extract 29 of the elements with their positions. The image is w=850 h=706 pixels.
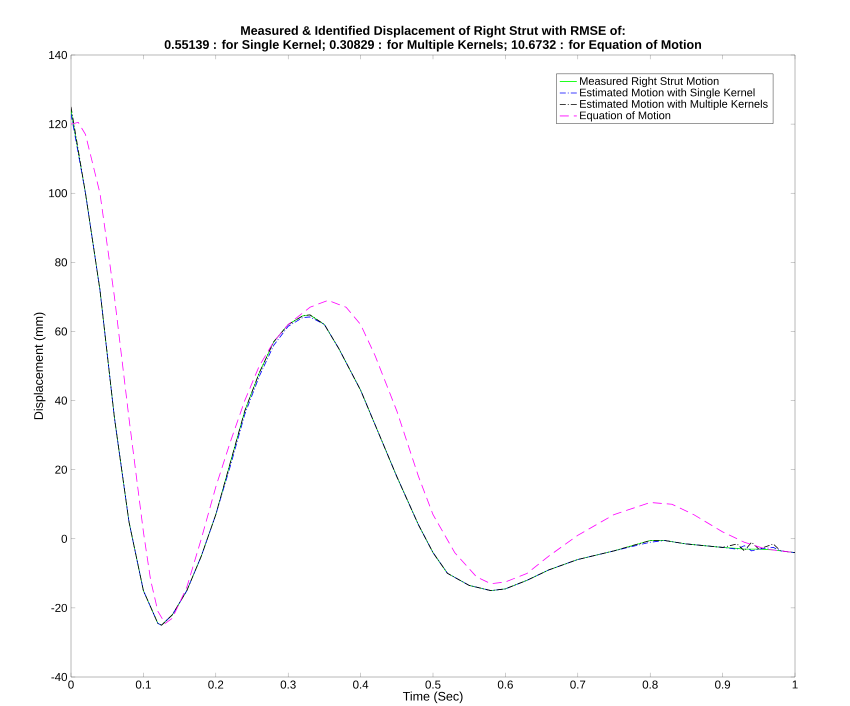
y-tick-label: 20 [55, 465, 68, 474]
y-tick-label: -40 [51, 672, 68, 681]
y-axis-title: Displacement (mm) [34, 312, 46, 419]
legend-label: Estimated Motion with Single Kernel [580, 88, 755, 98]
x-tick-label: 0.8 [642, 680, 658, 688]
y-tick-label: 140 [49, 50, 68, 59]
chart-title: Measured & Identified Displacement of Right Strut with RMSE of: [241, 26, 625, 38]
chart-subtitle: 0.55139 : for Single Kernel; 0.30829 : for Multiple Kernels; 10.6732 : for Equation of Motion [164, 40, 702, 52]
y-tick-label: 0 [62, 534, 68, 543]
legend-label: Equation of Motion [580, 110, 670, 122]
x-tick-label: 0.1 [136, 680, 151, 688]
x-tick-label: 0.3 [280, 680, 296, 688]
legend-label: Estimated Motion with Multiple Kernels [580, 100, 768, 110]
x-axis-title: Time (Sec) [402, 691, 463, 703]
x-tick-label: 0.7 [570, 680, 586, 688]
y-tick-label: 80 [55, 258, 68, 266]
x-tick-label: 0 [68, 680, 74, 688]
y-tick-label: 100 [49, 188, 68, 198]
legend-label: Measured Right Strut Motion [580, 76, 718, 87]
x-tick-label: 0.6 [498, 680, 513, 688]
y-tick-label: 60 [55, 327, 68, 336]
y-tick-label: -20 [51, 604, 68, 612]
x-tick-label: 0.5 [425, 680, 441, 688]
y-tick-label: 120 [49, 120, 68, 128]
x-tick-label: 0.4 [353, 680, 368, 688]
x-tick-label: 1 [792, 680, 798, 688]
x-tick-label: 0.2 [208, 680, 224, 688]
y-tick-label: 40 [54, 396, 68, 404]
x-tick-label: 0.9 [715, 680, 730, 688]
